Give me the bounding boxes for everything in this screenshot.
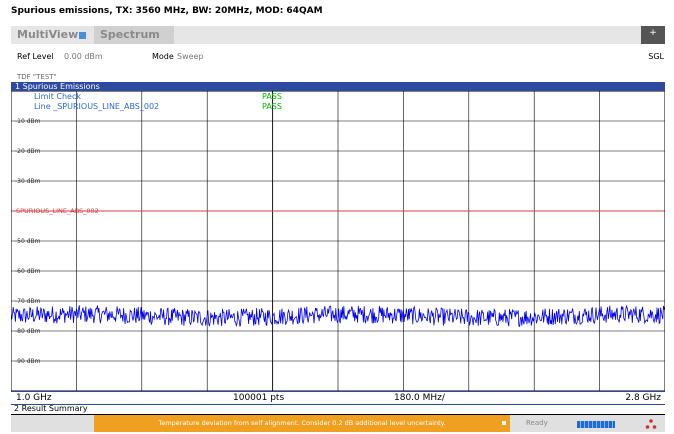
spectrum-plot[interactable]: -10 dBm-20 dBm-30 dBm-40 dBm-50 dBm-60 d… [11, 91, 665, 391]
y-tick-label: -30 dBm [15, 178, 41, 185]
ready-indicator: Ready [526, 419, 548, 427]
y-tick-label: -60 dBm [15, 268, 41, 275]
y-tick-label: -70 dBm [15, 298, 41, 305]
multiview-badge-icon [79, 32, 86, 39]
stop-frequency[interactable]: 2.8 GHz [625, 393, 661, 403]
frequency-axis-bar: 1.0 GHz 100001 pts 180.0 MHz/ 2.8 GHz [11, 391, 665, 405]
toolbar [11, 26, 665, 44]
limit-line-label: SPURIOUS_LINE_ABS_002 [16, 207, 99, 215]
measurement-settings [11, 44, 665, 80]
status-dot-icon [502, 421, 506, 425]
y-tick-label: -20 dBm [15, 148, 41, 155]
y-tick-label: -50 dBm [15, 238, 41, 245]
limit-check-label: Limit Check [34, 92, 81, 101]
mode-value[interactable]: Sweep [177, 52, 204, 61]
y-tick-label: -90 dBm [15, 358, 41, 365]
sgl-indicator[interactable]: SGL [648, 52, 664, 61]
window-title-bar[interactable]: 1 Spurious Emissions [11, 82, 665, 91]
y-tick-labels: -10 dBm-20 dBm-30 dBm-40 dBm-50 dBm-60 d… [15, 118, 41, 365]
result-summary-title[interactable]: 2 Result Summary [11, 404, 665, 415]
y-tick-label: -10 dBm [15, 118, 41, 125]
tab-spectrum-label: Spectrum [100, 28, 160, 41]
tdf-label: TDF "TEST" [17, 73, 57, 81]
ref-level-value[interactable]: 0.00 dBm [64, 52, 103, 61]
progress-bar [577, 421, 615, 428]
span-per-division[interactable]: 180.0 MHz/ [394, 393, 445, 403]
add-channel-button[interactable]: + [641, 26, 665, 44]
result-summary-label: 2 Result Summary [14, 404, 88, 413]
warning-triangle-icon[interactable] [645, 418, 657, 430]
plot-grid [11, 91, 665, 391]
limit-check-result: PASS [262, 92, 282, 101]
tab-multiview[interactable]: MultiView [11, 26, 94, 44]
sweep-points[interactable]: 100001 pts [233, 393, 285, 403]
window-title: 1 Spurious Emissions [15, 82, 100, 91]
tab-multiview-label: MultiView [17, 28, 79, 41]
y-tick-label: -80 dBm [15, 328, 41, 335]
figure-caption: Spurious emissions, TX: 3560 MHz, BW: 20… [11, 6, 323, 16]
limit-line-check-result: PASS [262, 102, 282, 111]
tab-spectrum[interactable]: Spectrum [94, 26, 174, 44]
spectrum-trace [11, 304, 665, 328]
mode-label: Mode [152, 52, 174, 61]
ref-level-label: Ref Level [17, 52, 54, 61]
status-warning-message[interactable]: Temperature deviation from self alignmen… [94, 415, 510, 432]
limit-line-check-label: Line _SPURIOUS_LINE_ABS_002 [34, 102, 159, 111]
start-frequency[interactable]: 1.0 GHz [16, 393, 52, 403]
